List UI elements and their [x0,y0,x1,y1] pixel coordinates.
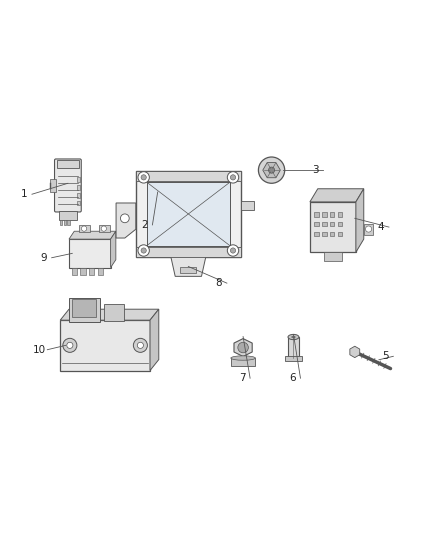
Bar [180,266,196,273]
Text: 1: 1 [21,189,28,199]
Bar [330,212,335,217]
Bar [286,356,302,361]
Text: 2: 2 [141,220,148,230]
Bar [80,268,85,274]
Circle shape [258,157,285,183]
Bar [338,222,342,227]
Bar [89,268,94,274]
Circle shape [227,245,239,256]
Text: 6: 6 [289,373,296,383]
Ellipse shape [231,356,255,360]
Polygon shape [171,257,206,276]
Polygon shape [241,201,254,209]
Bar [69,298,100,322]
Bar [104,303,124,321]
Bar [314,222,318,227]
Bar [60,320,150,370]
Bar [324,252,342,261]
Bar [79,225,90,232]
Circle shape [137,342,143,349]
Bar [60,220,63,225]
Bar [322,212,326,217]
Circle shape [138,172,149,183]
Circle shape [230,248,236,253]
Text: 7: 7 [239,373,246,383]
Bar [314,231,318,236]
Bar [338,212,342,217]
Bar [77,177,80,182]
Bar [98,268,103,274]
Circle shape [138,245,149,256]
Bar [310,202,356,252]
Bar [77,193,80,198]
Bar [77,201,80,205]
Circle shape [63,338,77,352]
Bar [71,268,77,274]
Bar [136,171,241,257]
Bar [322,231,326,236]
Circle shape [141,175,146,180]
Bar [69,239,110,268]
Circle shape [238,342,248,353]
Bar [322,222,326,227]
Circle shape [101,226,106,231]
Polygon shape [310,189,364,202]
Text: 10: 10 [33,345,46,355]
Polygon shape [116,203,136,238]
Polygon shape [69,231,116,239]
Circle shape [365,226,371,232]
Polygon shape [263,163,280,177]
Bar [57,160,78,168]
Text: 9: 9 [40,253,47,263]
Ellipse shape [288,334,299,340]
Bar [364,224,373,235]
Bar [338,231,342,236]
Text: 8: 8 [215,278,223,288]
Bar [59,211,77,220]
Bar [99,225,110,232]
Bar [67,220,70,225]
Text: 3: 3 [312,165,319,175]
Bar [73,299,96,317]
Bar [330,231,335,236]
Circle shape [268,167,275,173]
Bar [64,220,66,225]
Circle shape [227,172,239,183]
Bar [147,182,230,246]
Circle shape [141,248,146,253]
Text: 5: 5 [382,351,389,361]
Bar [330,222,335,227]
FancyBboxPatch shape [54,159,81,212]
Polygon shape [350,346,360,358]
Bar [231,358,255,366]
Polygon shape [110,231,116,268]
Bar [77,185,80,190]
Ellipse shape [292,336,295,338]
Polygon shape [150,309,159,370]
Circle shape [67,342,73,349]
Bar [136,247,241,257]
Circle shape [230,175,236,180]
Bar [136,171,241,181]
Circle shape [133,338,147,352]
Polygon shape [356,189,364,252]
Circle shape [81,226,87,231]
Bar [314,212,318,217]
Polygon shape [234,338,252,357]
Text: 4: 4 [378,222,385,232]
Circle shape [120,214,129,223]
Bar [49,179,56,192]
Bar [288,337,299,358]
Polygon shape [60,309,159,320]
